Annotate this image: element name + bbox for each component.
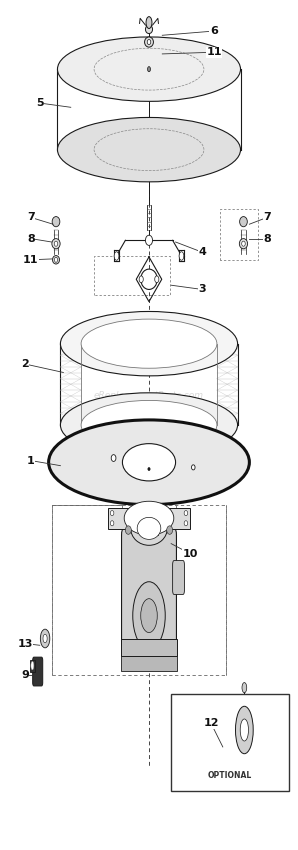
Ellipse shape bbox=[148, 468, 150, 471]
Ellipse shape bbox=[55, 258, 58, 263]
Ellipse shape bbox=[114, 252, 119, 260]
Text: 1: 1 bbox=[27, 456, 35, 466]
Ellipse shape bbox=[43, 634, 47, 643]
Bar bbox=[121, 639, 177, 656]
Text: 8: 8 bbox=[263, 234, 271, 244]
Ellipse shape bbox=[60, 311, 238, 376]
Ellipse shape bbox=[184, 511, 188, 516]
Text: 5: 5 bbox=[36, 98, 44, 108]
Bar bbox=[121, 655, 177, 671]
Text: eReplacementParts.com: eReplacementParts.com bbox=[94, 391, 204, 399]
Ellipse shape bbox=[242, 241, 245, 246]
Ellipse shape bbox=[52, 217, 60, 227]
Ellipse shape bbox=[125, 526, 131, 535]
Ellipse shape bbox=[110, 521, 114, 526]
FancyBboxPatch shape bbox=[33, 657, 43, 686]
Bar bbox=[140, 525, 158, 536]
Ellipse shape bbox=[58, 117, 240, 182]
Text: 10: 10 bbox=[183, 549, 198, 558]
Ellipse shape bbox=[110, 511, 114, 516]
Ellipse shape bbox=[81, 319, 217, 368]
Text: 4: 4 bbox=[198, 247, 206, 258]
Ellipse shape bbox=[81, 400, 217, 450]
Bar bbox=[108, 507, 190, 529]
Ellipse shape bbox=[148, 66, 150, 71]
Ellipse shape bbox=[179, 252, 184, 260]
Ellipse shape bbox=[52, 256, 60, 264]
Text: 11: 11 bbox=[23, 255, 39, 265]
Ellipse shape bbox=[58, 37, 240, 101]
Ellipse shape bbox=[124, 502, 174, 536]
Ellipse shape bbox=[40, 629, 50, 648]
Ellipse shape bbox=[192, 465, 195, 470]
Ellipse shape bbox=[31, 661, 34, 670]
Ellipse shape bbox=[145, 26, 153, 34]
Ellipse shape bbox=[145, 37, 153, 47]
Text: 8: 8 bbox=[27, 234, 35, 244]
Ellipse shape bbox=[141, 269, 157, 290]
Ellipse shape bbox=[133, 581, 165, 649]
Ellipse shape bbox=[155, 276, 159, 283]
Ellipse shape bbox=[242, 683, 247, 693]
Ellipse shape bbox=[54, 241, 58, 246]
Ellipse shape bbox=[122, 444, 176, 481]
Ellipse shape bbox=[235, 706, 253, 754]
Ellipse shape bbox=[240, 217, 247, 227]
Ellipse shape bbox=[49, 420, 249, 505]
Ellipse shape bbox=[239, 239, 248, 249]
Ellipse shape bbox=[167, 526, 173, 535]
Ellipse shape bbox=[137, 518, 161, 540]
Text: 7: 7 bbox=[27, 212, 35, 223]
Ellipse shape bbox=[146, 17, 152, 29]
Text: 12: 12 bbox=[203, 718, 219, 728]
Text: 6: 6 bbox=[210, 26, 218, 36]
Text: 13: 13 bbox=[17, 638, 33, 649]
Ellipse shape bbox=[145, 235, 153, 246]
Ellipse shape bbox=[111, 455, 116, 462]
Ellipse shape bbox=[131, 512, 167, 546]
Ellipse shape bbox=[141, 598, 157, 632]
FancyBboxPatch shape bbox=[173, 560, 184, 594]
Bar bbox=[30, 660, 35, 672]
Text: 7: 7 bbox=[263, 212, 271, 223]
Ellipse shape bbox=[240, 719, 249, 741]
Bar bbox=[171, 694, 289, 791]
Text: OPTIONAL: OPTIONAL bbox=[208, 771, 252, 780]
Ellipse shape bbox=[184, 521, 188, 526]
FancyBboxPatch shape bbox=[122, 529, 176, 648]
Text: 11: 11 bbox=[206, 48, 222, 57]
Text: 2: 2 bbox=[21, 359, 29, 369]
Text: 9: 9 bbox=[21, 670, 29, 680]
Ellipse shape bbox=[139, 276, 143, 283]
Ellipse shape bbox=[60, 393, 238, 457]
Text: 3: 3 bbox=[198, 285, 206, 294]
Ellipse shape bbox=[52, 239, 60, 249]
Ellipse shape bbox=[147, 39, 151, 44]
